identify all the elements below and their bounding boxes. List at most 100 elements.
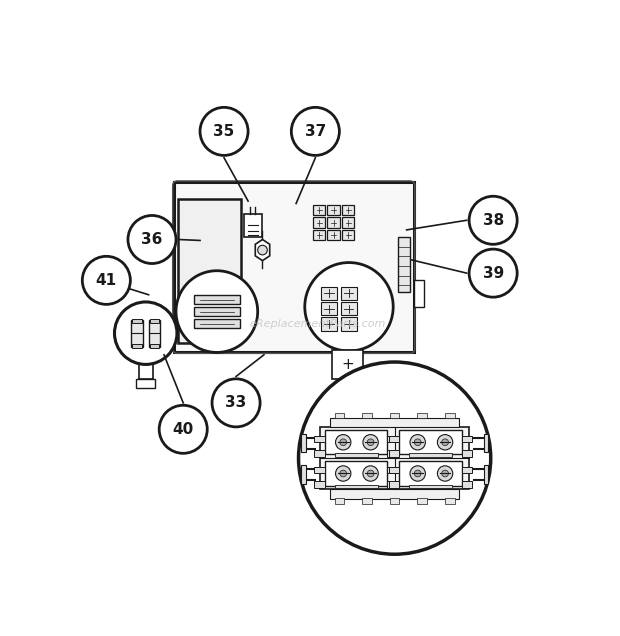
Circle shape bbox=[363, 466, 378, 481]
Bar bbox=[149, 320, 160, 347]
Text: 38: 38 bbox=[482, 213, 504, 228]
Bar bbox=[313, 205, 326, 216]
Bar bbox=[389, 481, 399, 488]
Bar bbox=[332, 350, 363, 379]
Bar bbox=[409, 485, 453, 488]
Text: 40: 40 bbox=[172, 422, 194, 437]
Bar bbox=[194, 319, 240, 328]
Circle shape bbox=[176, 271, 258, 352]
Bar bbox=[462, 436, 472, 442]
Circle shape bbox=[335, 466, 351, 481]
Bar bbox=[321, 302, 337, 315]
Bar bbox=[389, 450, 399, 457]
Bar bbox=[462, 481, 472, 488]
Bar bbox=[341, 317, 356, 331]
Bar bbox=[390, 413, 399, 418]
Circle shape bbox=[441, 470, 448, 477]
Text: 39: 39 bbox=[482, 266, 504, 280]
Bar bbox=[342, 218, 354, 228]
Circle shape bbox=[469, 197, 517, 244]
Circle shape bbox=[200, 107, 248, 155]
Bar bbox=[390, 498, 399, 504]
Bar bbox=[409, 453, 453, 457]
Bar bbox=[341, 287, 356, 300]
Bar bbox=[313, 218, 326, 228]
Bar bbox=[327, 218, 340, 228]
Text: 36: 36 bbox=[141, 232, 162, 247]
Circle shape bbox=[128, 216, 176, 263]
Circle shape bbox=[115, 302, 177, 364]
Bar bbox=[314, 467, 325, 473]
Bar bbox=[149, 319, 159, 322]
Text: eReplacementParts.com: eReplacementParts.com bbox=[250, 319, 386, 329]
Bar bbox=[399, 237, 410, 293]
Bar bbox=[314, 436, 325, 442]
Bar bbox=[335, 413, 344, 418]
Bar bbox=[325, 462, 388, 485]
Bar bbox=[417, 413, 427, 418]
Circle shape bbox=[340, 470, 347, 477]
Bar bbox=[388, 481, 398, 488]
Bar bbox=[131, 320, 143, 347]
Bar bbox=[132, 319, 142, 322]
Bar bbox=[136, 379, 156, 389]
Bar bbox=[462, 467, 472, 473]
Circle shape bbox=[159, 405, 207, 453]
Bar bbox=[149, 344, 159, 348]
Circle shape bbox=[298, 362, 491, 554]
Bar bbox=[342, 230, 354, 240]
Bar bbox=[244, 214, 262, 237]
Bar bbox=[341, 302, 356, 315]
Text: 37: 37 bbox=[304, 124, 326, 139]
Bar bbox=[388, 436, 398, 442]
Bar bbox=[484, 466, 489, 483]
Bar bbox=[314, 481, 325, 488]
Bar bbox=[327, 205, 340, 216]
Bar bbox=[194, 295, 240, 304]
Circle shape bbox=[258, 245, 267, 255]
Bar bbox=[313, 230, 326, 240]
Circle shape bbox=[437, 466, 453, 481]
Bar bbox=[132, 344, 142, 348]
Text: 35: 35 bbox=[213, 124, 235, 139]
Bar bbox=[335, 485, 378, 488]
Circle shape bbox=[212, 379, 260, 427]
Bar bbox=[301, 466, 306, 483]
Circle shape bbox=[291, 107, 339, 155]
Circle shape bbox=[363, 434, 378, 450]
Circle shape bbox=[469, 249, 517, 297]
Bar bbox=[414, 280, 425, 307]
Bar bbox=[321, 317, 337, 331]
Bar bbox=[342, 205, 354, 216]
Bar bbox=[330, 418, 459, 427]
Circle shape bbox=[305, 263, 393, 351]
Bar bbox=[399, 462, 462, 485]
Circle shape bbox=[82, 256, 130, 305]
Circle shape bbox=[410, 466, 425, 481]
Text: 41: 41 bbox=[95, 273, 117, 288]
Bar bbox=[321, 287, 337, 300]
Bar bbox=[362, 498, 372, 504]
Bar bbox=[194, 307, 240, 316]
Bar bbox=[462, 450, 472, 457]
Circle shape bbox=[367, 470, 374, 477]
Bar bbox=[179, 198, 241, 343]
Bar bbox=[399, 430, 462, 454]
Bar bbox=[445, 413, 454, 418]
Bar bbox=[335, 498, 344, 504]
Polygon shape bbox=[255, 240, 270, 261]
Circle shape bbox=[414, 439, 421, 446]
Bar bbox=[389, 436, 399, 442]
Bar bbox=[325, 430, 388, 454]
Bar bbox=[174, 182, 414, 352]
Circle shape bbox=[340, 439, 347, 446]
Bar bbox=[320, 427, 469, 489]
Bar bbox=[330, 489, 459, 499]
Circle shape bbox=[335, 434, 351, 450]
Bar bbox=[388, 450, 398, 457]
Bar bbox=[327, 230, 340, 240]
Bar bbox=[314, 450, 325, 457]
Bar bbox=[335, 453, 378, 457]
Circle shape bbox=[414, 470, 421, 477]
Circle shape bbox=[410, 434, 425, 450]
